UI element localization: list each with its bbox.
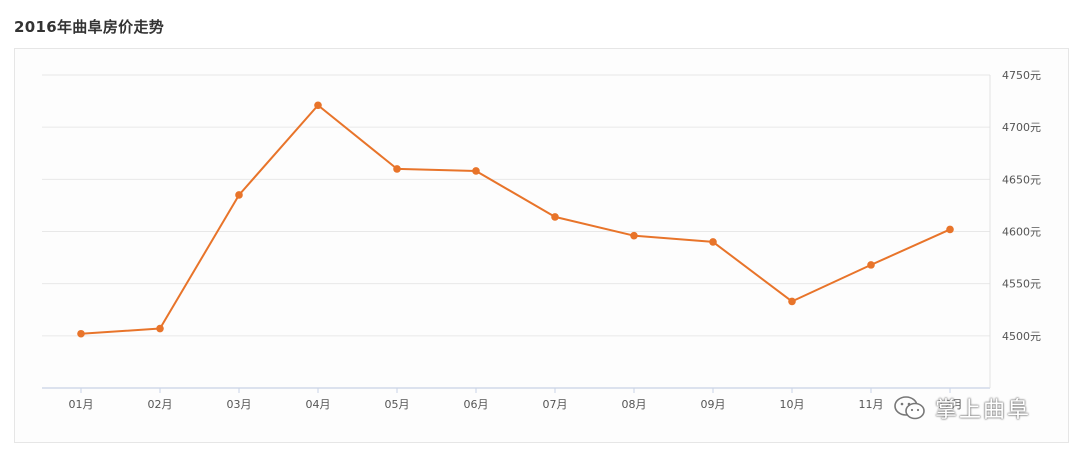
data-point [630, 231, 638, 240]
data-point [235, 191, 243, 199]
watermark-text: 掌上曲阜 [935, 398, 1032, 423]
chart-title: 2016年曲阜房价走势 [14, 18, 165, 36]
x-tick-label: 02月 [148, 398, 173, 411]
data-point [709, 238, 717, 246]
x-tick-label: 11月 [859, 398, 884, 411]
chart-panel [14, 48, 1069, 443]
y-tick-label: 4650元 [1002, 173, 1041, 186]
data-point [393, 165, 401, 173]
y-tick-label: 4500元 [1002, 330, 1041, 343]
data-point [314, 101, 322, 110]
data-point [472, 167, 480, 175]
y-tick-label: 4600元 [1002, 226, 1041, 239]
x-tick-label: 01月 [69, 398, 94, 411]
x-tick-label: 08月 [622, 398, 647, 411]
x-tick-label: 12月 [938, 398, 963, 411]
series-line [80, 104, 951, 335]
x-tick-label: 09月 [701, 398, 726, 411]
data-point [551, 213, 559, 221]
data-point [946, 225, 954, 234]
wechat-icon [894, 396, 925, 420]
data-point [156, 324, 164, 333]
x-tick-label: 05月 [385, 398, 410, 411]
data-point [867, 261, 875, 269]
data-point [788, 297, 796, 306]
x-tick-label: 03月 [227, 398, 252, 411]
x-tick-label: 07月 [543, 398, 568, 411]
y-tick-label: 4550元 [1002, 278, 1041, 291]
x-tick-label: 06月 [464, 398, 489, 411]
x-tick-label: 10月 [780, 398, 805, 411]
watermark: 掌上曲阜 [893, 392, 1031, 424]
data-point [77, 329, 85, 338]
y-tick-label: 4700元 [1002, 121, 1041, 134]
y-tick-label: 4750元 [1002, 69, 1041, 82]
x-tick-label: 04月 [306, 398, 331, 411]
